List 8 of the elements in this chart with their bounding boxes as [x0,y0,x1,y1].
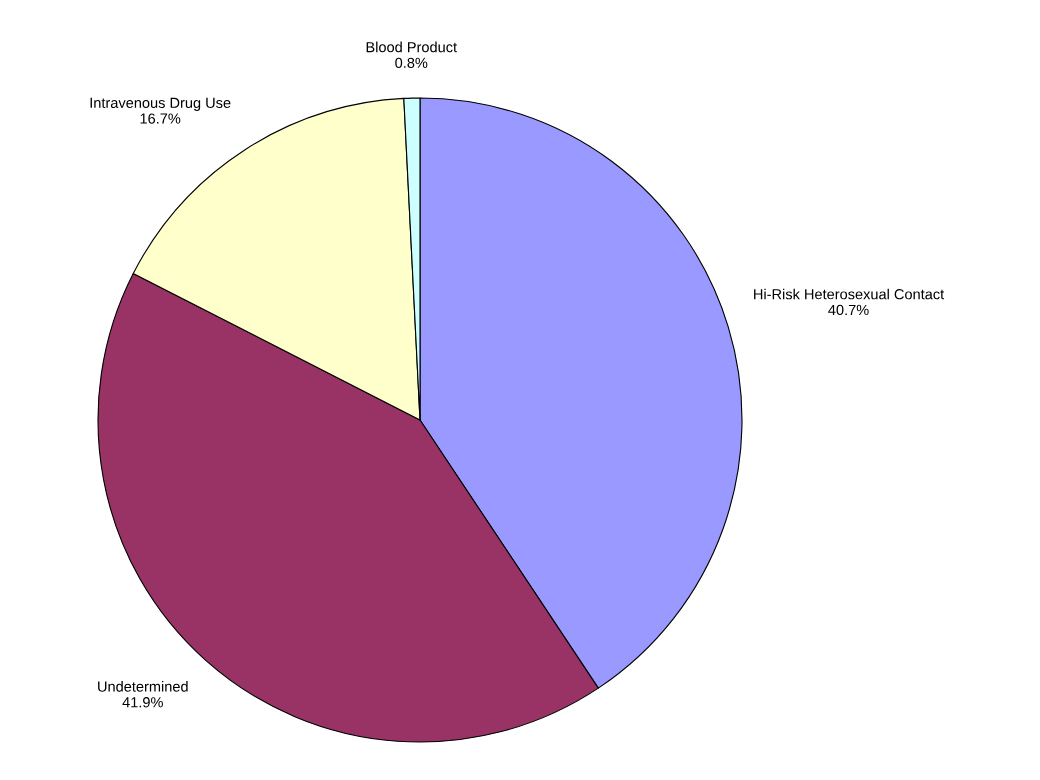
data-label: 16.7% [140,113,181,124]
slice-label: Hi-Risk Heterosexual Contact [754,288,945,300]
slice-label: Blood Product [366,41,457,53]
data-label: 40.7% [828,304,869,316]
data-label: 41.9% [122,697,163,708]
slice-label: Intravenous Drug Use [90,97,231,111]
data-label: 0.8% [395,57,428,69]
slice-label: Undetermined [98,681,188,692]
